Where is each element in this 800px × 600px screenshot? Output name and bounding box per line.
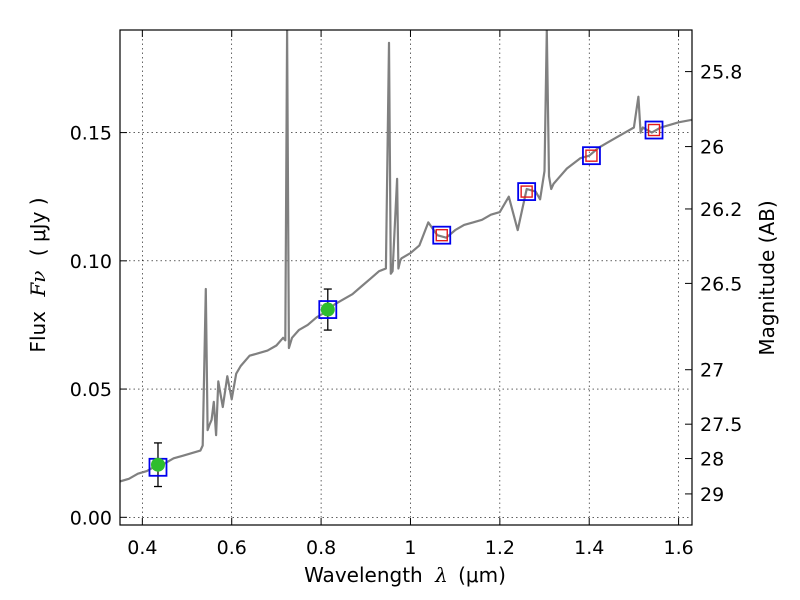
plot-frame — [119, 29, 693, 526]
x-tick-label: 1.2 — [485, 537, 515, 559]
y2-axis-title: Magnitude (AB) — [755, 200, 779, 355]
x-tick-label: 0.6 — [217, 537, 247, 559]
ticks — [120, 30, 692, 525]
y-axis-label: Flux — [26, 311, 50, 353]
x-tick-label: 1.4 — [574, 537, 604, 559]
markers-layer — [148, 120, 664, 488]
model-square — [517, 182, 537, 201]
detection-point — [320, 302, 335, 317]
limit-square — [435, 228, 448, 242]
detection-point — [150, 457, 165, 472]
limit-square — [647, 123, 661, 137]
mag-tick-label: 28 — [700, 449, 724, 471]
tick-labels: 0.4 0.6 0.8 1 1.2 1.4 1.6 0.00 0.05 0.10 0.15 25.8 2… — [70, 62, 743, 559]
model-square — [644, 120, 664, 140]
y-tick-label: 0.15 — [70, 123, 112, 145]
y-axis-title: Flux Fν ( μJy ) — [26, 197, 50, 352]
x-axis-label: Wavelength — [304, 563, 423, 587]
y-tick-label: 0.05 — [70, 379, 112, 401]
limit-square — [585, 149, 598, 162]
x-tick-label: 0.8 — [306, 537, 336, 559]
model-square — [432, 225, 452, 245]
mag-tick-label: 27 — [700, 360, 724, 382]
y-tick-label: 0.10 — [70, 251, 112, 273]
limit-square — [520, 185, 533, 198]
y-tick-label: 0.00 — [70, 507, 112, 529]
x-tick-label: 1.6 — [663, 537, 693, 559]
sed-line — [120, 30, 692, 483]
y-axis-symbol: Fν — [26, 271, 50, 298]
model-square — [318, 300, 338, 319]
mag-tick-label: 29 — [700, 484, 724, 506]
mag-tick-label: 26.2 — [700, 199, 742, 221]
series-layer — [120, 30, 692, 483]
x-axis-title: Wavelength λ (μm) — [304, 563, 506, 587]
x-tick-label: 1 — [404, 537, 416, 559]
mag-tick-label: 26.5 — [700, 273, 742, 295]
mag-tick-label: 27.5 — [700, 414, 742, 436]
mag-tick-label: 26 — [700, 137, 724, 159]
grid — [120, 30, 692, 525]
y-axis-unit: ( μJy ) — [26, 197, 50, 256]
x-axis-symbol: λ — [434, 563, 448, 587]
x-tick-label: 0.4 — [127, 537, 157, 559]
model-square — [582, 146, 601, 166]
x-axis-unit: (μm) — [458, 563, 506, 587]
mag-tick-label: 25.8 — [700, 62, 742, 84]
